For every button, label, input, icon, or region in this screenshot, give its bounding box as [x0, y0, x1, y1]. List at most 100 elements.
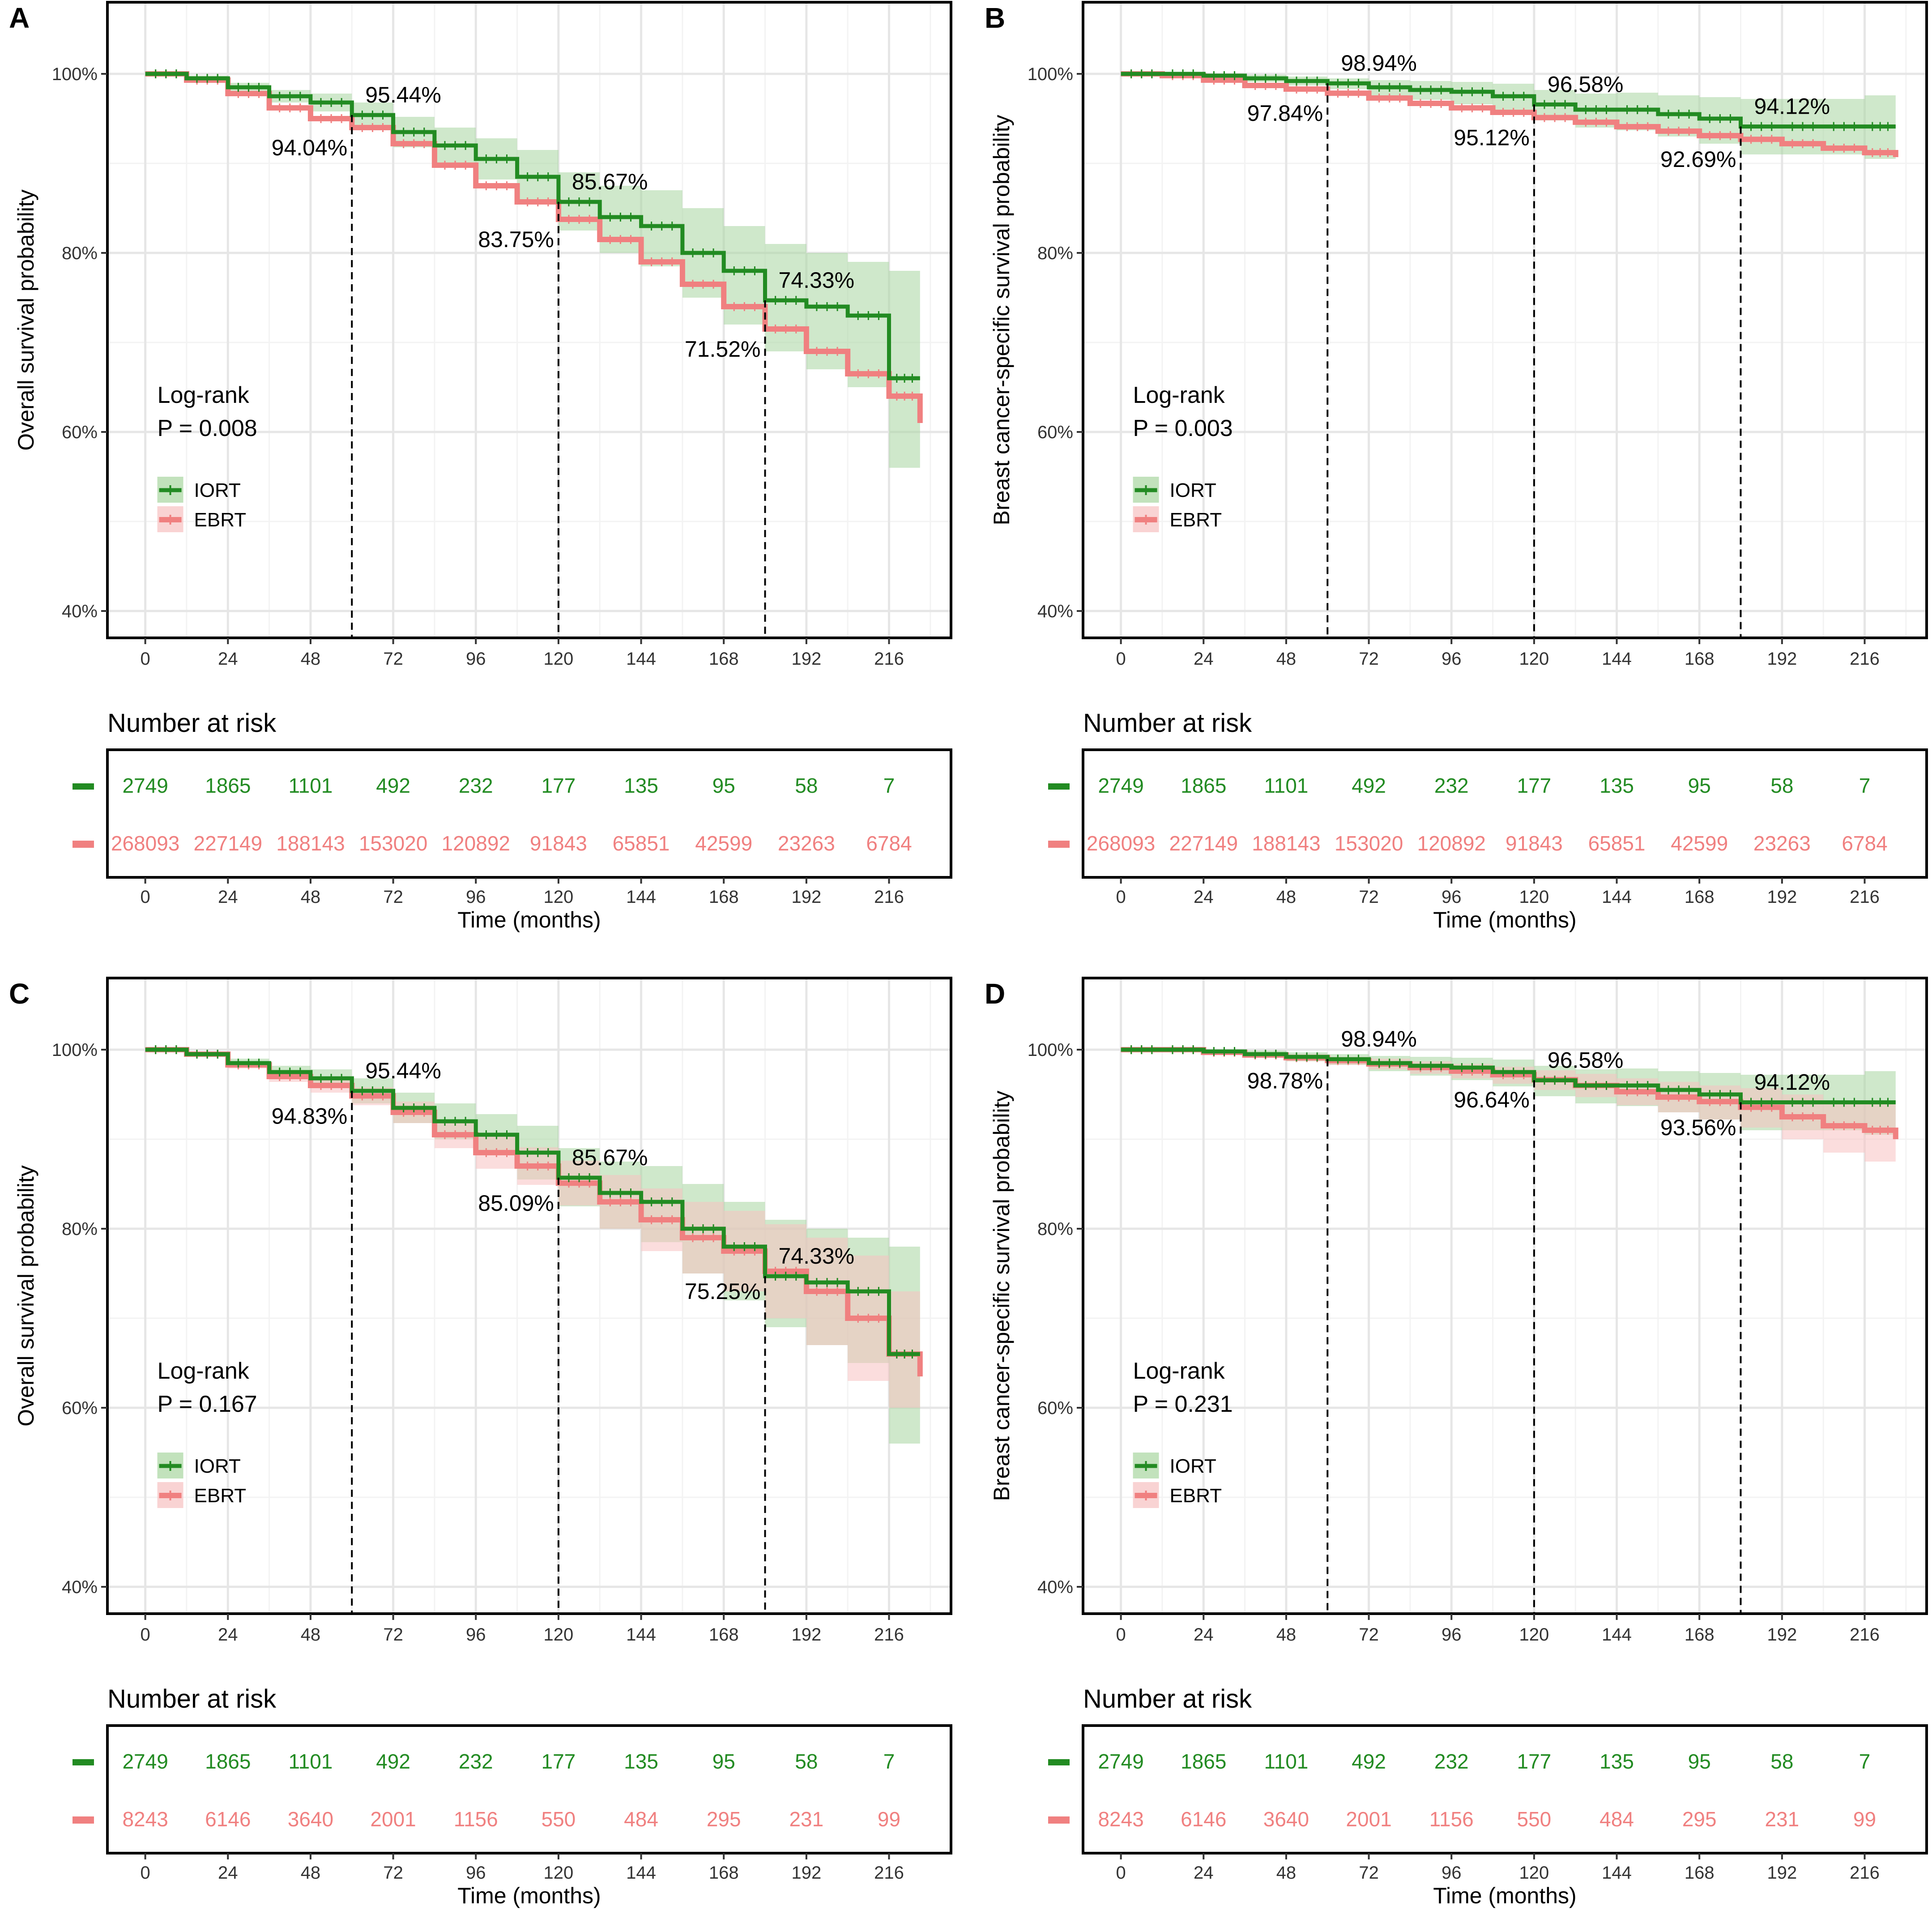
plot-area: [145, 69, 923, 468]
y-tick-label: 40%: [62, 602, 98, 621]
risk-x-tick-label: 24: [1194, 887, 1214, 907]
risk-x-tick-label: 72: [383, 1863, 403, 1883]
legend-label-iort: IORT: [1170, 1455, 1216, 1477]
risk-x-tick-label: 96: [1442, 1863, 1462, 1883]
y-tick-label: 40%: [62, 1577, 98, 1597]
y-tick-label: 80%: [1037, 1219, 1073, 1239]
risk-table-border: [1082, 748, 1928, 879]
panel-a: A 95.44% 94.04% 85.67% 83.75% 74.33% 71.52% Log…: [9, 1, 952, 932]
y-tick-label: 100%: [1028, 64, 1073, 84]
ebrt-percent-label: 83.75%: [478, 227, 554, 252]
p-value: P = 0.003: [1133, 415, 1233, 441]
x-tick-label: 72: [383, 1625, 403, 1645]
x-tick-label: 120: [1519, 1625, 1549, 1645]
risk-x-tick-label: 0: [141, 1863, 150, 1883]
risk-count-ebrt: 91843: [530, 832, 587, 855]
iort-percent-label: 74.33%: [779, 1243, 855, 1269]
x-tick-label: 120: [1519, 649, 1549, 669]
panel-d: D 98.94% 98.78% 96.58% 96.64% 94.12% 93.56% Log…: [985, 977, 1928, 1908]
risk-count-ebrt: 1156: [1429, 1807, 1474, 1831]
risk-count-iort: 1101: [1264, 1750, 1308, 1773]
y-tick-label: 100%: [52, 1040, 98, 1060]
x-tick-label: 216: [1850, 1625, 1880, 1645]
x-tick-label: 192: [791, 649, 821, 669]
x-tick-label: 0: [1116, 649, 1126, 669]
risk-count-iort: 1865: [205, 774, 251, 797]
y-tick-label: 80%: [62, 1219, 98, 1239]
iort-percent-label: 85.67%: [572, 1145, 648, 1170]
risk-count-iort: 135: [624, 774, 658, 797]
risk-count-ebrt: 8243: [1098, 1807, 1143, 1831]
y-tick-label: 60%: [1037, 1398, 1073, 1418]
risk-count-iort: 135: [624, 1750, 658, 1773]
logrank-label: Log-rank: [1133, 1358, 1225, 1384]
legend-label-ebrt: EBRT: [194, 1485, 247, 1507]
risk-count-iort: 1101: [288, 1750, 333, 1773]
risk-count-iort: 1101: [1264, 774, 1308, 797]
risk-count-iort: 232: [459, 774, 493, 797]
x-tick-label: 168: [709, 649, 739, 669]
panel-label: D: [985, 978, 1005, 1010]
iort-percent-label: 95.44%: [365, 1058, 441, 1083]
ebrt-percent-label: 97.84%: [1247, 101, 1323, 126]
x-tick-label: 48: [301, 1625, 321, 1645]
legend-label-ebrt: EBRT: [1170, 509, 1222, 531]
risk-count-iort: 58: [795, 774, 818, 797]
ebrt-percent-label: 75.25%: [685, 1279, 761, 1304]
x-tick-label: 48: [1276, 1625, 1297, 1645]
risk-x-tick-label: 0: [1116, 1863, 1126, 1883]
iort-percent-label: 74.33%: [779, 268, 855, 293]
p-value: P = 0.231: [1133, 1391, 1233, 1417]
risk-x-tick-label: 192: [1767, 1863, 1797, 1883]
risk-x-tick-label: 72: [383, 887, 403, 907]
risk-count-ebrt: 6784: [866, 832, 912, 855]
risk-count-iort: 2749: [1098, 1750, 1143, 1773]
risk-x-tick-label: 96: [466, 887, 486, 907]
survival-curve-ebrt: [1121, 71, 1898, 157]
risk-x-tick-label: 48: [301, 887, 321, 907]
y-tick-label: 80%: [1037, 244, 1073, 263]
x-tick-label: 48: [301, 649, 321, 669]
risk-count-iort: 177: [542, 1750, 576, 1773]
iort-percent-label: 94.12%: [1754, 94, 1830, 119]
plot-border: [106, 1, 952, 639]
risk-count-ebrt: 65851: [1588, 832, 1646, 855]
risk-x-tick-label: 144: [1602, 887, 1632, 907]
risk-x-tick-label: 48: [1276, 887, 1297, 907]
risk-count-iort: 232: [459, 1750, 493, 1773]
risk-count-ebrt: 550: [1517, 1807, 1552, 1831]
y-tick-label: 100%: [1028, 1040, 1073, 1060]
risk-count-ebrt: 188143: [276, 832, 345, 855]
risk-count-ebrt: 3640: [288, 1807, 333, 1831]
risk-count-ebrt: 153020: [359, 832, 428, 855]
x-tick-label: 168: [709, 1625, 739, 1645]
x-tick-label: 96: [466, 649, 486, 669]
x-tick-label: 216: [874, 1625, 904, 1645]
risk-count-iort: 135: [1599, 1750, 1634, 1773]
y-tick-label: 40%: [1037, 1577, 1073, 1597]
plot-border: [106, 977, 952, 1615]
risk-table-border: [106, 1724, 952, 1854]
plot-area: [1121, 1045, 1898, 1171]
risk-x-tick-label: 96: [1442, 887, 1462, 907]
x-tick-label: 120: [544, 649, 574, 669]
iort-percent-label: 95.44%: [365, 82, 441, 107]
risk-x-tick-label: 168: [709, 1863, 739, 1883]
risk-x-tick-label: 168: [1685, 887, 1714, 907]
risk-count-iort: 2749: [122, 1750, 168, 1773]
iort-percent-label: 96.58%: [1548, 72, 1624, 97]
iort-percent-label: 98.94%: [1341, 51, 1417, 76]
risk-table-title: Number at risk: [107, 709, 277, 738]
x-tick-label: 0: [141, 649, 150, 669]
x-tick-label: 0: [1116, 1625, 1126, 1645]
risk-count-ebrt: 268093: [1087, 832, 1156, 855]
x-tick-label: 168: [1685, 649, 1714, 669]
ebrt-percent-label: 94.04%: [272, 135, 348, 160]
risk-count-iort: 7: [1859, 1750, 1871, 1773]
risk-x-tick-label: 144: [1602, 1863, 1632, 1883]
x-tick-label: 72: [1359, 1625, 1379, 1645]
x-tick-label: 216: [874, 649, 904, 669]
y-axis-title: Overall survival probability: [13, 189, 38, 451]
ebrt-percent-label: 92.69%: [1660, 147, 1736, 172]
